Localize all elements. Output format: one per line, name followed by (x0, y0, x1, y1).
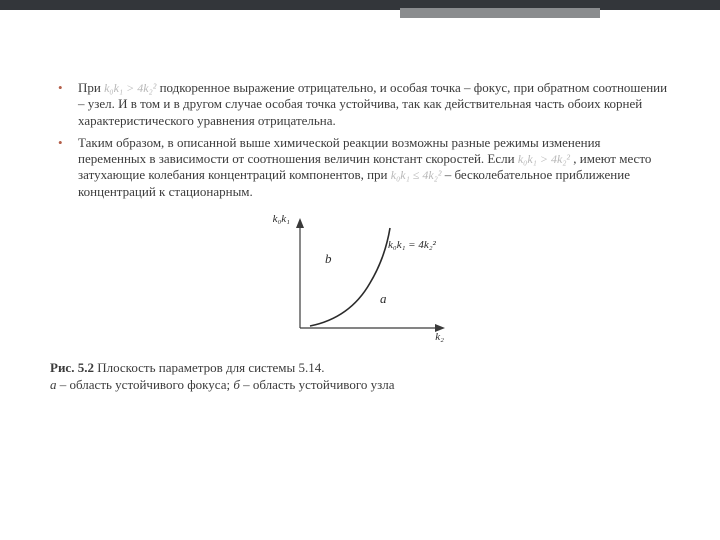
figure-container: k₀k₁ k₂ k₀k₁ = 4k₂² b a (50, 208, 670, 353)
caption-lead: Рис. 5.2 (50, 360, 94, 375)
parameter-plane-figure: k₀k₁ k₂ k₀k₁ = 4k₂² b a (260, 208, 460, 348)
bullet-item-1: При k₀k₁ > 4k₂² подкоренное выражение от… (50, 80, 670, 129)
bullet-list: При k₀k₁ > 4k₂² подкоренное выражение от… (50, 80, 670, 200)
bullet-1-pre: При (78, 80, 104, 95)
caption-b-desc: – область устойчивого узла (240, 377, 395, 392)
bullet-1-math: k₀k₁ > 4k₂² (104, 81, 156, 95)
bullet-1-post: подкоренное выражение отрицательно, и ос… (78, 80, 667, 128)
slide: При k₀k₁ > 4k₂² подкоренное выражение от… (0, 0, 720, 540)
content-area: При k₀k₁ > 4k₂² подкоренное выражение от… (50, 80, 670, 394)
x-axis-label: k₂ (435, 331, 444, 343)
caption-title: Плоскость параметров для системы 5.14. (94, 360, 325, 375)
y-axis-label: k₀k₁ (273, 213, 291, 225)
region-a-label: a (380, 291, 387, 306)
region-b-label: b (325, 251, 332, 266)
bullet-item-2: Таким образом, в описанной выше химическ… (50, 135, 670, 200)
bullet-2-math-2: k₀k₁ ≤ 4k₂² (391, 168, 442, 182)
boundary-curve (310, 228, 390, 326)
top-accent-shadow (400, 8, 600, 18)
caption-a-desc: – область устойчивого фокуса; (57, 377, 234, 392)
top-accent-bar (0, 0, 720, 10)
curve-label: k₀k₁ = 4k₂² (388, 239, 437, 251)
axes (296, 218, 445, 332)
bullet-2-math-1: k₀k₁ > 4k₂² (518, 152, 570, 166)
figure-caption: Рис. 5.2 Плоскость параметров для систем… (50, 359, 670, 394)
